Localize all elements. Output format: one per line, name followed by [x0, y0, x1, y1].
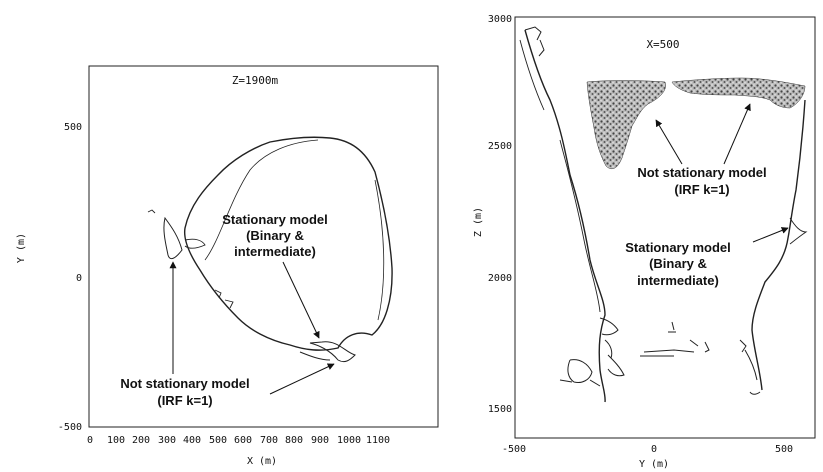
left-y-tick-label: 0	[76, 273, 82, 284]
right-left-wall	[524, 29, 606, 403]
right-annotation-stationary: Stationary model (Binary & intermediate)	[625, 227, 789, 288]
right-right-wall-inner	[789, 217, 808, 245]
right-small-fragment	[668, 321, 676, 333]
right-wall-fragment	[599, 317, 625, 377]
left-x-tick-label: 600	[234, 435, 252, 446]
left-x-tick-label: 100	[107, 435, 125, 446]
right-top-fragment	[524, 26, 545, 57]
left-x-axis-label: X (m)	[247, 456, 277, 467]
right-y-tick-label: 2500	[488, 141, 512, 152]
right-y-tick-label: 1500	[488, 404, 512, 415]
left-bottom-contour	[299, 351, 331, 361]
right-right-wall	[751, 99, 806, 391]
annotation-arrow	[655, 119, 683, 165]
left-y-tick-label: -500	[58, 422, 82, 433]
left-bump-contour	[184, 238, 206, 249]
left-x-tick-label: 0	[87, 435, 93, 446]
right-annotation-not-stationary: Not stationary model (IRF k=1)	[637, 103, 767, 197]
right-y-axis-label: Z (m)	[473, 207, 484, 237]
right-contour	[519, 26, 808, 403]
right-bottom-center-fragment	[640, 339, 710, 357]
right-plot-frame	[514, 16, 816, 439]
left-spike-contour	[163, 216, 183, 260]
annotation-line: intermediate)	[234, 244, 316, 259]
right-bottom-left-fragment	[559, 359, 601, 387]
left-x-tick-label: 1000	[337, 435, 361, 446]
left-x-tick-label: 900	[311, 435, 329, 446]
annotation-line: intermediate)	[637, 273, 719, 288]
right-plot-title: X=500	[646, 38, 679, 51]
left-y-tick-label: 500	[64, 122, 82, 133]
right-plot: X=500 1500 2000 2500	[473, 14, 816, 470]
left-annotation-not-stationary: Not stationary model (IRF k=1)	[120, 261, 335, 408]
left-y-axis-label: Y (m)	[16, 233, 27, 263]
left-annotation-stationary: Stationary model (Binary & intermediate)	[222, 212, 328, 339]
left-plot-title: Z=1900m	[232, 74, 279, 87]
right-y-tick-label: 2000	[488, 273, 512, 284]
right-x-tick-label: 0	[651, 444, 657, 455]
annotation-line: Stationary model	[222, 212, 327, 227]
annotation-line: Not stationary model	[637, 165, 766, 180]
right-speckle-region	[671, 77, 806, 109]
right-bottom-right-fragment	[739, 339, 761, 395]
left-plot-frame	[88, 65, 439, 428]
left-contour	[147, 136, 393, 363]
annotation-line: (IRF k=1)	[157, 393, 212, 408]
annotation-line: (IRF k=1)	[674, 182, 729, 197]
annotation-arrow	[752, 227, 789, 243]
left-x-tick-label: 300	[158, 435, 176, 446]
annotation-arrow	[282, 261, 320, 339]
left-x-tick-label: 400	[183, 435, 201, 446]
right-x-tick-label: 500	[775, 444, 793, 455]
right-y-axis: 1500 2000 2500 3000	[488, 14, 512, 415]
annotation-line: (Binary &	[246, 228, 304, 243]
right-x-axis-label: Y (m)	[639, 459, 669, 470]
left-x-tick-label: 800	[285, 435, 303, 446]
left-x-tick-label: 1100	[366, 435, 390, 446]
right-y-tick-label: 3000	[488, 14, 512, 25]
left-lobe-contour	[309, 341, 356, 363]
annotation-arrow	[269, 363, 335, 395]
annotation-line: Not stationary model	[120, 376, 249, 391]
left-x-axis: 0 100 200 300 400 500 600 700 800 900 10…	[87, 435, 390, 446]
left-x-tick-label: 700	[260, 435, 278, 446]
left-y-axis: -500 0 500	[58, 122, 82, 433]
left-main-contour	[183, 136, 393, 351]
left-x-tick-label: 200	[132, 435, 150, 446]
left-inner-contour	[204, 139, 385, 321]
right-x-axis: -500 0 500	[502, 444, 793, 455]
right-x-tick-label: -500	[502, 444, 526, 455]
left-plot: Z=1900m -500 0 500 0 100 200 300 400 500…	[16, 65, 439, 467]
right-speckle-region	[586, 80, 666, 169]
annotation-line: Stationary model	[625, 240, 730, 255]
left-x-tick-label: 500	[209, 435, 227, 446]
left-fragment-contour	[147, 209, 234, 309]
annotation-line: (Binary &	[649, 256, 707, 271]
right-left-wall-inner	[519, 39, 601, 313]
annotation-arrow	[723, 103, 751, 165]
